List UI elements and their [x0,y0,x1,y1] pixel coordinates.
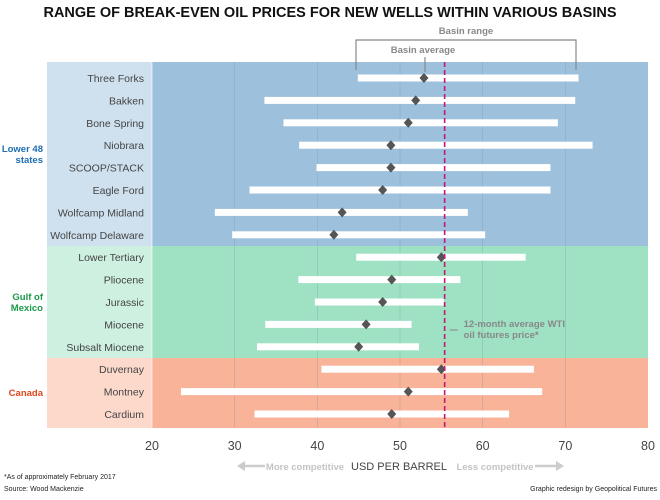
basin-range-bar [357,74,579,82]
basin-label: Niobrara [104,140,144,152]
basin-range-bar [232,231,486,239]
basin-average-marker [354,341,364,352]
wti-label-line2: oil futures price* [464,330,539,341]
left-arrow-icon [237,461,265,471]
x-tick-label: 30 [228,439,242,453]
basin-average-marker [436,364,446,375]
basin-label: Wolfcamp Delaware [50,230,144,242]
credit: Graphic redesign by Geopolitical Futures [530,486,657,493]
x-tick-label: 80 [641,439,655,453]
group-label-line2: Mexico [11,303,43,314]
basin-label: Eagle Ford [93,185,145,197]
basin-average-marker [411,95,421,106]
basin-average-marker [419,73,429,83]
group-label: Lower 48 [2,144,43,155]
basin-average-marker [386,162,396,173]
basin-range-bar [321,365,534,373]
basin-range-bar [283,119,558,127]
right-arrow-icon [535,461,564,471]
basin-label: Three Forks [87,73,144,85]
basin-label: Bone Spring [86,118,144,130]
x-tick-label: 60 [476,439,490,453]
basin-average-marker [378,185,388,195]
basin-average-marker [403,386,413,397]
basin-average-marker [378,297,388,307]
basin-range-bar [265,320,412,328]
basin-average-marker [329,229,339,240]
less-competitive-label: Less competitive [456,462,533,473]
basin-average-marker [361,319,371,330]
basin-average-marker [403,117,413,128]
basin-average-marker [436,252,446,263]
basin-range-bar [180,388,543,396]
basin-average-label: Basin average [391,45,455,56]
group-label: Canada [9,388,44,399]
basin-average-marker [337,207,347,218]
basin-average-marker [387,274,397,285]
x-tick-label: 20 [145,439,159,453]
x-tick-label: 70 [558,439,572,453]
group-label-band [47,62,152,246]
basin-label: Montney [104,387,145,399]
group-label: Gulf of [12,292,43,303]
basin-range-bar [249,186,551,194]
basin-label: Wolfcamp Midland [58,207,144,219]
footnote: *As of approximately February 2017 [4,474,116,481]
basin-range-bar [256,343,420,351]
basin-range-bar [316,164,551,172]
basin-range-bar [298,276,461,284]
basin-average-marker [386,140,396,151]
group-label-line2: states [16,155,43,166]
basin-label: Subsalt Miocene [66,342,144,354]
group-label-band [47,246,152,358]
basin-label: Duvernay [99,364,145,376]
basin-range-bar [299,141,593,149]
basin-label: Pliocene [104,275,144,287]
x-tick-label: 40 [310,439,324,453]
x-axis-label: USD PER BARREL [351,461,447,473]
basin-label: Cardium [104,409,144,421]
basin-label: SCOOP/STACK [69,163,144,175]
basin-label: Lower Tertiary [78,252,144,264]
x-tick-label: 50 [393,439,407,453]
more-competitive-label: More competitive [266,462,344,473]
basin-range-label: Basin range [439,26,493,37]
basin-average-marker [387,409,397,419]
basin-label: Miocene [104,319,144,331]
wti-label: 12-month average WTI [464,319,565,330]
basin-range-bar [254,410,510,418]
basin-label: Jurassic [105,297,144,309]
source: Source: Wood Mackenzie [4,486,84,493]
basin-label: Bakken [109,95,144,107]
group-label-band [47,358,152,428]
chart-title: RANGE OF BREAK-EVEN OIL PRICES FOR NEW W… [43,5,616,21]
basin-range-bracket [355,39,577,70]
